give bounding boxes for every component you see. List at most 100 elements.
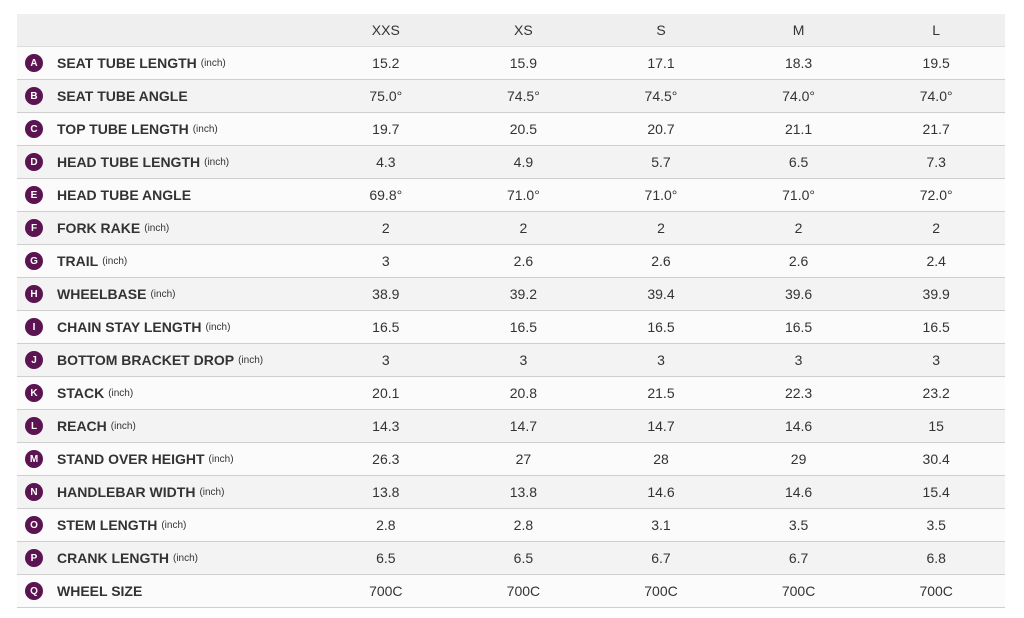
measure-value: 20.8: [509, 385, 538, 401]
measure-name: SEAT TUBE LENGTH: [57, 55, 197, 71]
measure-value: 2: [794, 220, 803, 236]
measure-unit: (inch): [161, 519, 187, 531]
measure-value: 3.5: [926, 517, 946, 533]
measure-row: P CRANK LENGTH (inch) 6.5 6.5 6.7 6.7 6.8: [17, 542, 1005, 575]
measure-value: 27: [515, 451, 532, 467]
measure-label: J BOTTOM BRACKET DROP (inch): [17, 351, 317, 369]
letter-badge: P: [25, 549, 43, 567]
measure-value: 20.7: [647, 121, 675, 137]
letter-badge: O: [25, 516, 43, 534]
size-header: XXS: [371, 22, 400, 38]
measure-value: 15: [928, 418, 944, 434]
measure-row: O STEM LENGTH (inch) 2.8 2.8 3.1 3.5 3.5: [17, 509, 1005, 542]
measure-value: 39.2: [509, 286, 538, 302]
measure-name: STEM LENGTH: [57, 517, 158, 533]
measure-value: 21.5: [647, 385, 675, 401]
measure-value: 74.0°: [919, 88, 953, 104]
measure-unit: (inch): [150, 288, 176, 300]
measure-name: TRAIL: [57, 253, 99, 269]
measure-value: 28: [653, 451, 669, 467]
measure-row: K STACK (inch) 20.1 20.8 21.5 22.3 23.2: [17, 377, 1005, 410]
measure-label: Q WHEEL SIZE: [17, 582, 317, 600]
measure-label: K STACK (inch): [17, 384, 317, 402]
measure-value: 2.6: [651, 253, 671, 269]
measure-value: 72.0°: [919, 187, 953, 203]
measure-unit: (inch): [200, 57, 226, 69]
measure-value: 700C: [919, 583, 953, 599]
measure-value: 14.6: [784, 484, 813, 500]
measure-row: L REACH (inch) 14.3 14.7 14.7 14.6 15: [17, 410, 1005, 443]
measure-label: E HEAD TUBE ANGLE: [17, 186, 317, 204]
measure-name: STAND OVER HEIGHT: [57, 451, 205, 467]
measure-row: F FORK RAKE (inch) 2 2 2 2 2: [17, 212, 1005, 245]
measure-value: 29: [790, 451, 807, 467]
letter-badge: B: [25, 87, 43, 105]
letter-badge: G: [25, 252, 43, 270]
measure-row: M STAND OVER HEIGHT (inch) 26.3 27 28 29 30.4: [17, 443, 1005, 476]
measure-value: 75.0°: [369, 88, 403, 104]
measure-value: 2.4: [926, 253, 946, 269]
measure-label: D HEAD TUBE LENGTH (inch): [17, 153, 317, 171]
measure-value: 700C: [644, 583, 678, 599]
measure-value: 5.7: [651, 154, 671, 170]
letter-badge: M: [25, 450, 43, 468]
measure-label: G TRAIL (inch): [17, 252, 317, 270]
measure-value: 6.7: [651, 550, 671, 566]
measure-value: 74.5°: [644, 88, 678, 104]
measure-value: 39.4: [647, 286, 675, 302]
measure-value: 3: [657, 352, 665, 368]
measure-value: 700C: [506, 583, 541, 599]
measure-name: WHEELBASE: [57, 286, 147, 302]
measure-value: 3.1: [651, 517, 671, 533]
measure-name: FORK RAKE: [57, 220, 141, 236]
measure-value: 38.9: [372, 286, 400, 302]
measure-unit: (inch): [108, 387, 134, 399]
measure-row: E HEAD TUBE ANGLE 69.8° 71.0° 71.0° 71.0° 72.0…: [17, 179, 1005, 212]
letter-badge: E: [25, 186, 43, 204]
measure-value: 74.0°: [782, 88, 815, 104]
measure-label: P CRANK LENGTH (inch): [17, 549, 317, 567]
measure-row: H WHEELBASE (inch) 38.9 39.2 39.4 39.6 39.9: [17, 278, 1005, 311]
measure-value: 23.2: [922, 385, 950, 401]
measure-value: 26.3: [372, 451, 400, 467]
measure-row: I CHAIN STAY LENGTH (inch) 16.5 16.5 16.5 16.5…: [17, 311, 1005, 344]
measure-value: 20.5: [509, 121, 538, 137]
measure-name: SEAT TUBE ANGLE: [57, 88, 188, 104]
letter-badge: K: [25, 384, 43, 402]
measure-row: C TOP TUBE LENGTH (inch) 19.7 20.5 20.7 21.1 21…: [17, 113, 1005, 146]
letter-badge: D: [25, 153, 43, 171]
measure-value: 14.6: [647, 484, 675, 500]
measure-value: 2: [657, 220, 665, 236]
measure-value: 6.5: [788, 154, 809, 170]
measure-row: J BOTTOM BRACKET DROP (inch) 3 3 3 3 3: [17, 344, 1005, 377]
measure-value: 700C: [369, 583, 403, 599]
measure-value: 2.8: [513, 517, 534, 533]
letter-badge: C: [25, 120, 43, 138]
measure-value: 2.8: [376, 517, 396, 533]
measure-unit: (inch): [205, 321, 231, 333]
measure-unit: (inch): [192, 123, 218, 135]
measure-name: STACK: [57, 385, 105, 401]
measure-label: M STAND OVER HEIGHT (inch): [17, 450, 317, 468]
measure-value: 6.8: [926, 550, 946, 566]
letter-badge: N: [25, 483, 43, 501]
measure-value: 16.5: [922, 319, 950, 335]
measure-value: 2.6: [788, 253, 809, 269]
size-header: L: [932, 22, 941, 38]
measure-value: 71.0°: [782, 187, 815, 203]
measure-value: 69.8°: [369, 187, 403, 203]
measure-value: 19.5: [922, 55, 950, 71]
measure-unit: (inch): [144, 222, 170, 234]
measure-value: 3: [794, 352, 803, 368]
measure-label: N HANDLEBAR WIDTH (inch): [17, 483, 317, 501]
measure-name: HEAD TUBE LENGTH: [57, 154, 201, 170]
measure-unit: (inch): [199, 486, 225, 498]
measure-name: CRANK LENGTH: [57, 550, 169, 566]
measure-name: CHAIN STAY LENGTH: [57, 319, 202, 335]
measure-value: 6.5: [376, 550, 396, 566]
measure-value: 13.8: [372, 484, 400, 500]
measure-label: F FORK RAKE (inch): [17, 219, 317, 237]
measure-label: H WHEELBASE (inch): [17, 285, 317, 303]
measure-value: 22.3: [784, 385, 813, 401]
measure-value: 2.6: [513, 253, 534, 269]
